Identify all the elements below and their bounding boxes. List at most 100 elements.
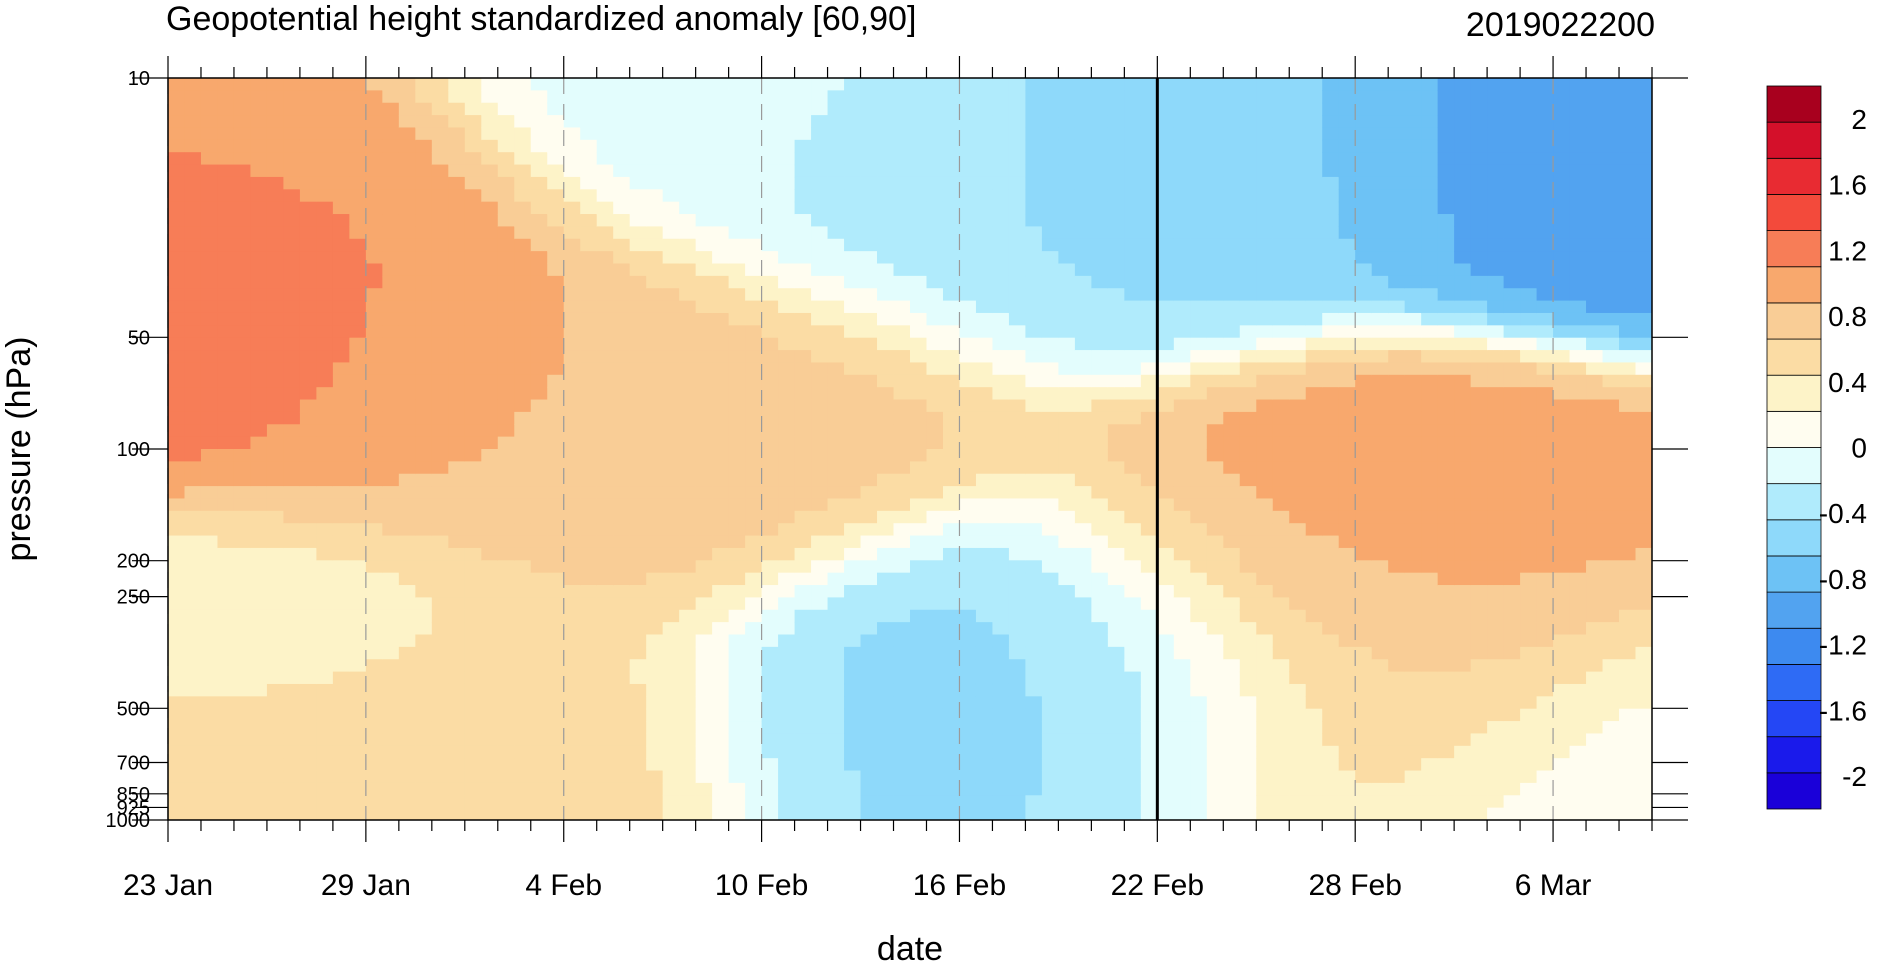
- field-cell: [1008, 671, 1027, 685]
- field-cell: [695, 449, 713, 462]
- field-cell: [1520, 139, 1538, 153]
- field-cell: [316, 214, 334, 227]
- field-cell: [250, 350, 268, 364]
- field-cell: [1157, 795, 1175, 809]
- field-cell: [662, 572, 680, 586]
- field-cell: [1157, 733, 1175, 747]
- field-cell: [975, 733, 994, 747]
- field-cell: [1173, 374, 1191, 388]
- field-cell: [299, 251, 317, 265]
- field-cell: [959, 560, 977, 574]
- field-cell: [1388, 139, 1406, 153]
- field-cell: [1025, 498, 1043, 512]
- field-cell: [712, 275, 730, 289]
- field-cell: [679, 535, 697, 549]
- field-cell: [629, 115, 647, 129]
- field-cell: [1289, 572, 1307, 586]
- run-label: 2019022200: [1466, 6, 1655, 44]
- field-cell: [1074, 275, 1092, 289]
- field-cell: [1454, 251, 1472, 265]
- field-cell: [464, 312, 482, 326]
- field-cell: [1107, 214, 1125, 227]
- field-cell: [596, 387, 614, 401]
- field-cell: [1421, 325, 1439, 339]
- field-cell: [811, 708, 829, 722]
- field-cell: [530, 708, 548, 722]
- field-cell: [1058, 374, 1076, 388]
- field-cell: [1107, 176, 1125, 190]
- field-cell: [497, 807, 515, 820]
- field-cell: [1041, 226, 1059, 240]
- field-cell: [481, 634, 499, 648]
- field-cell: [299, 609, 317, 623]
- field-cell: [646, 251, 664, 265]
- field-cell: [679, 807, 697, 820]
- field-cell: [942, 78, 961, 91]
- field-cell: [1454, 721, 1472, 735]
- field-cell: [1322, 721, 1340, 735]
- field-cell: [629, 597, 647, 611]
- field-cell: [1454, 362, 1472, 376]
- field-cell: [926, 127, 944, 141]
- field-cell: [893, 486, 911, 500]
- field-cell: [349, 288, 367, 302]
- field-cell: [728, 238, 746, 252]
- field-cell: [398, 770, 416, 784]
- field-cell: [679, 411, 697, 425]
- field-cell: [1305, 449, 1323, 462]
- field-cell: [1239, 498, 1257, 512]
- field-cell: [1338, 510, 1356, 524]
- field-cell: [1503, 683, 1521, 697]
- field-cell: [794, 597, 812, 611]
- field-cell: [1404, 498, 1422, 512]
- field-cell: [695, 535, 713, 549]
- field-cell: [910, 387, 928, 401]
- field-cell: [168, 337, 186, 351]
- field-cell: [1173, 683, 1191, 697]
- field-cell: [877, 585, 895, 598]
- field-cell: [926, 436, 944, 450]
- field-cell: [877, 238, 895, 252]
- field-cell: [365, 424, 383, 438]
- field-cell: [580, 671, 598, 685]
- field-cell: [1272, 78, 1290, 91]
- field-cell: [1421, 350, 1439, 364]
- field-cell: [1487, 424, 1505, 438]
- field-cell: [1503, 312, 1521, 326]
- field-cell: [1008, 399, 1027, 413]
- field-cell: [1157, 510, 1175, 524]
- field-cell: [975, 572, 994, 586]
- field-cell: [1074, 758, 1092, 772]
- field-cell: [1140, 547, 1158, 561]
- field-cell: [942, 733, 961, 747]
- field-cell: [596, 399, 614, 413]
- field-cell: [942, 745, 961, 759]
- field-cell: [1091, 226, 1109, 240]
- field-cell: [1223, 238, 1241, 252]
- field-cell: [1470, 523, 1488, 537]
- field-cell: [1388, 721, 1406, 735]
- field-cell: [332, 634, 350, 648]
- field-cell: [1140, 275, 1158, 289]
- field-cell: [712, 300, 730, 314]
- field-cell: [168, 275, 186, 289]
- field-cell: [596, 683, 614, 697]
- field-cell: [530, 782, 548, 796]
- field-cell: [349, 387, 367, 401]
- field-cell: [975, 127, 994, 141]
- field-cell: [200, 770, 219, 784]
- field-cell: [1107, 312, 1125, 326]
- field-cell: [1404, 424, 1422, 438]
- field-cell: [316, 251, 334, 265]
- field-cell: [168, 535, 186, 549]
- field-cell: [1503, 275, 1521, 289]
- field-cell: [1008, 424, 1027, 438]
- field-cell: [1322, 78, 1340, 91]
- field-cell: [778, 226, 796, 240]
- field-cell: [1371, 498, 1389, 512]
- field-cell: [1404, 634, 1422, 648]
- field-cell: [893, 634, 911, 648]
- field-cell: [761, 449, 779, 462]
- field-cell: [1355, 350, 1373, 364]
- field-cell: [1470, 263, 1488, 277]
